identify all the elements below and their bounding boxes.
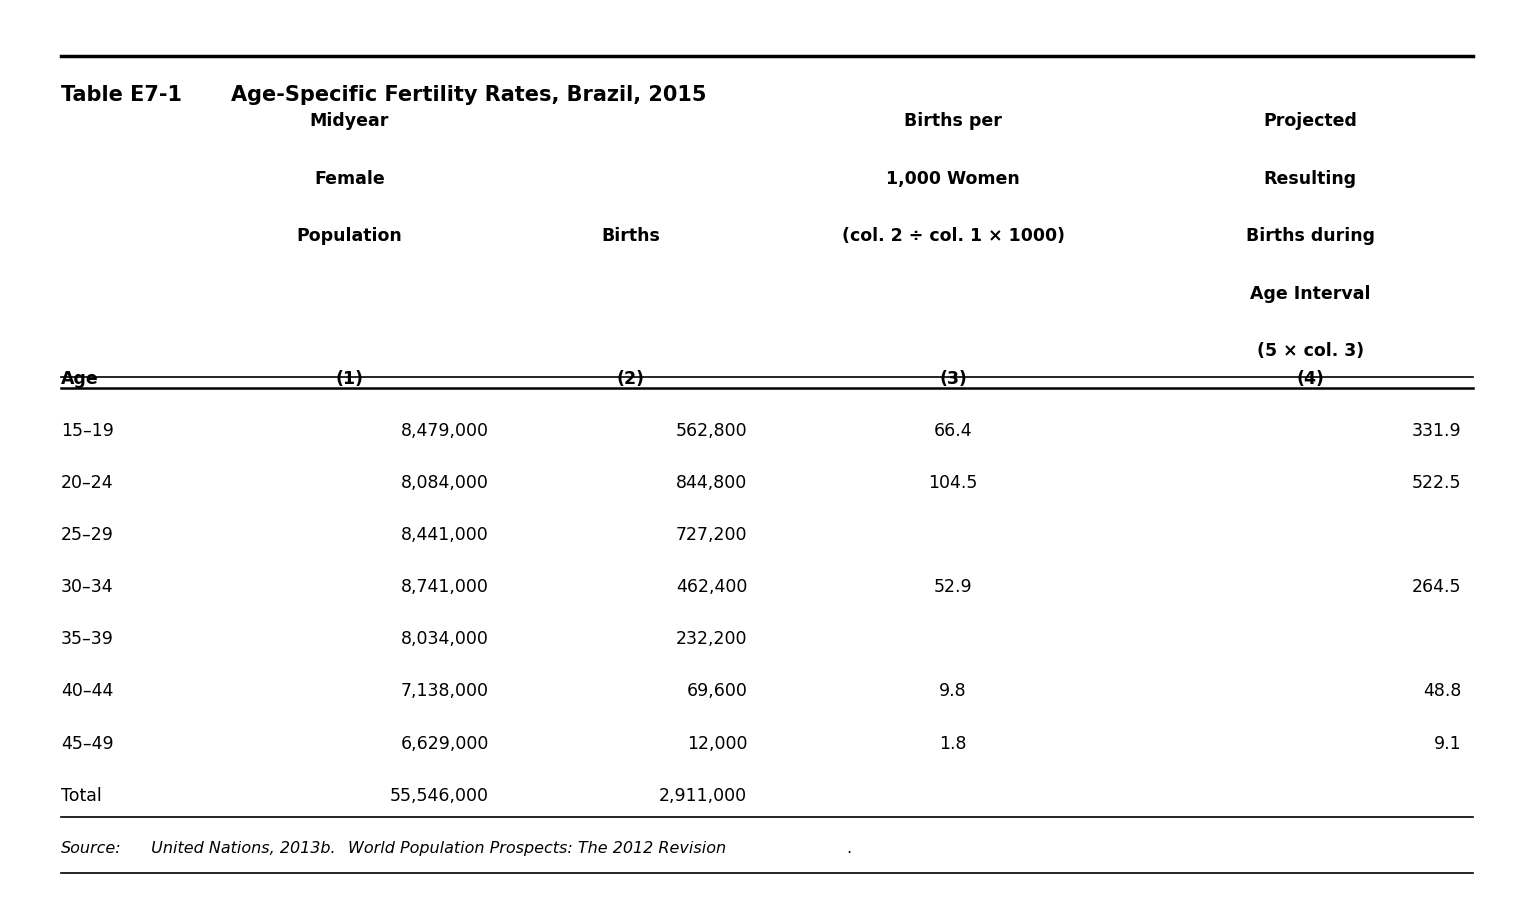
Text: 8,479,000: 8,479,000 xyxy=(401,422,489,440)
Text: (col. 2 ÷ col. 1 × 1000): (col. 2 ÷ col. 1 × 1000) xyxy=(842,227,1065,245)
Text: 48.8: 48.8 xyxy=(1423,682,1461,700)
Text: 8,741,000: 8,741,000 xyxy=(401,578,489,596)
Text: (5 × col. 3): (5 × col. 3) xyxy=(1256,342,1364,360)
Text: (2): (2) xyxy=(617,370,644,388)
Text: Age-Specific Fertility Rates, Brazil, 2015: Age-Specific Fertility Rates, Brazil, 20… xyxy=(231,85,706,105)
Text: 7,138,000: 7,138,000 xyxy=(401,682,489,700)
Text: 462,400: 462,400 xyxy=(676,578,747,596)
Text: World Population Prospects: The 2012 Revision: World Population Prospects: The 2012 Rev… xyxy=(348,841,726,857)
Text: 69,600: 69,600 xyxy=(687,682,747,700)
Text: 8,441,000: 8,441,000 xyxy=(401,526,489,544)
Text: 40–44: 40–44 xyxy=(61,682,112,700)
Text: (3): (3) xyxy=(939,370,968,388)
Text: 522.5: 522.5 xyxy=(1411,474,1461,492)
Text: Resulting: Resulting xyxy=(1264,170,1356,188)
Text: 1.8: 1.8 xyxy=(939,735,968,753)
Text: Age: Age xyxy=(61,370,99,388)
Text: 727,200: 727,200 xyxy=(676,526,747,544)
Text: 562,800: 562,800 xyxy=(676,422,747,440)
Text: 20–24: 20–24 xyxy=(61,474,114,492)
Text: .: . xyxy=(846,841,851,857)
Text: (4): (4) xyxy=(1296,370,1325,388)
Text: 264.5: 264.5 xyxy=(1411,578,1461,596)
Text: 35–39: 35–39 xyxy=(61,630,114,648)
Text: Table E7-1: Table E7-1 xyxy=(61,85,182,105)
Text: Midyear: Midyear xyxy=(310,112,389,130)
Text: 9.8: 9.8 xyxy=(939,682,968,700)
Text: Source:: Source: xyxy=(61,841,122,857)
Text: 8,084,000: 8,084,000 xyxy=(401,474,489,492)
Text: Births during: Births during xyxy=(1246,227,1375,245)
Text: 45–49: 45–49 xyxy=(61,735,114,753)
Text: Projected: Projected xyxy=(1264,112,1356,130)
Text: 30–34: 30–34 xyxy=(61,578,114,596)
Text: 2,911,000: 2,911,000 xyxy=(659,787,747,805)
Text: 844,800: 844,800 xyxy=(676,474,747,492)
Text: 232,200: 232,200 xyxy=(676,630,747,648)
Text: 66.4: 66.4 xyxy=(934,422,972,440)
Text: Births: Births xyxy=(602,227,659,245)
Text: 52.9: 52.9 xyxy=(934,578,972,596)
Text: 9.1: 9.1 xyxy=(1434,735,1461,753)
Text: 15–19: 15–19 xyxy=(61,422,114,440)
Text: Births per: Births per xyxy=(904,112,1003,130)
Text: (1): (1) xyxy=(336,370,363,388)
Text: 8,034,000: 8,034,000 xyxy=(401,630,489,648)
Text: United Nations, 2013b.: United Nations, 2013b. xyxy=(146,841,340,857)
Text: Population: Population xyxy=(296,227,403,245)
Text: 104.5: 104.5 xyxy=(928,474,978,492)
Text: 12,000: 12,000 xyxy=(687,735,747,753)
Text: 25–29: 25–29 xyxy=(61,526,114,544)
Text: 1,000 Women: 1,000 Women xyxy=(886,170,1021,188)
Text: Female: Female xyxy=(314,170,384,188)
Text: 331.9: 331.9 xyxy=(1411,422,1461,440)
Text: Total: Total xyxy=(61,787,102,805)
Text: 6,629,000: 6,629,000 xyxy=(401,735,489,753)
Text: 55,546,000: 55,546,000 xyxy=(390,787,489,805)
Text: Age Interval: Age Interval xyxy=(1250,285,1370,303)
